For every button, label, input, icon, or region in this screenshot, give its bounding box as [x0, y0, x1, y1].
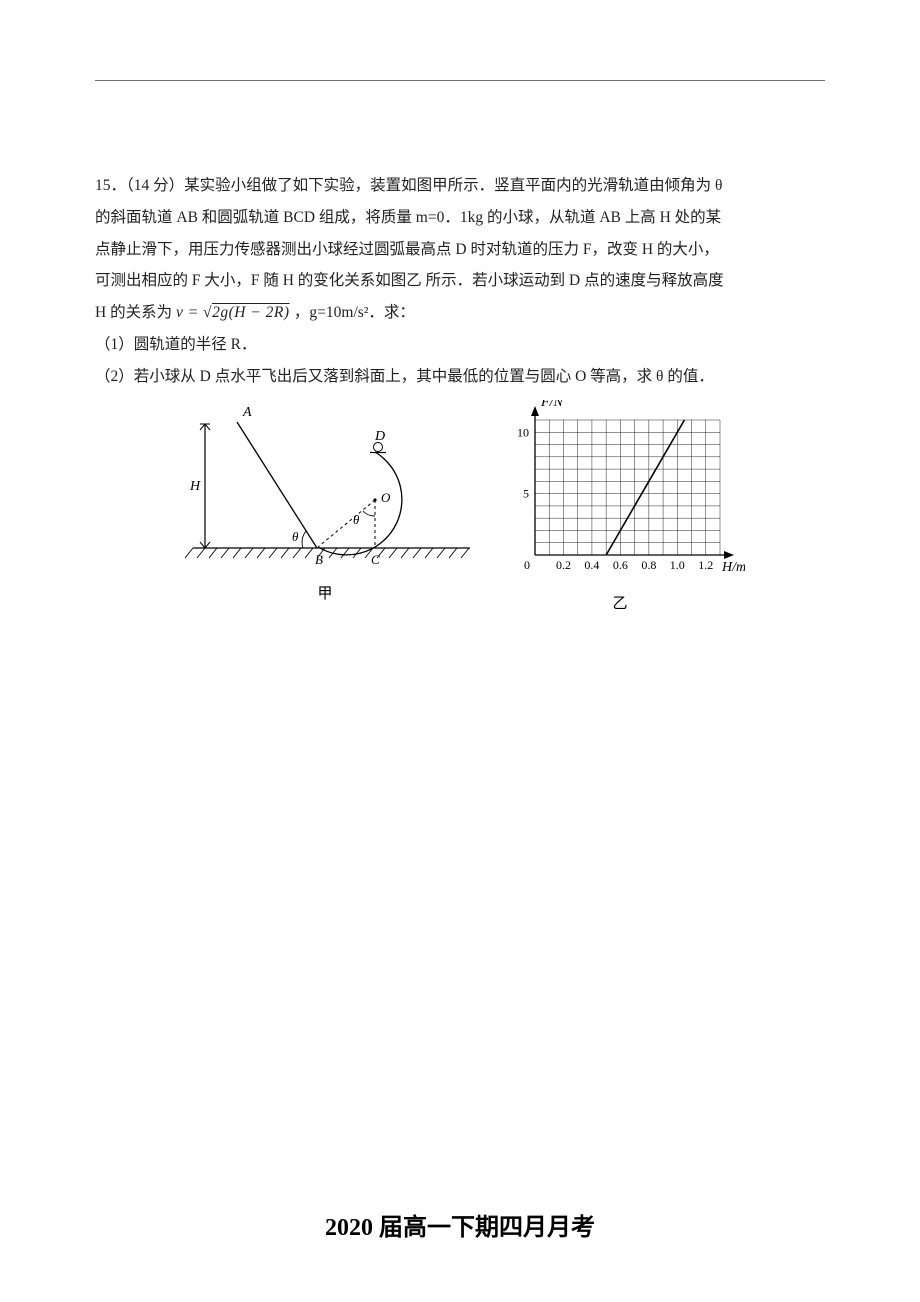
line-4: 可测出相应的 F 大小，F 随 H 的变化关系如图乙 所示．若小球运动到 D 点… [95, 265, 825, 297]
line-1: 15．（14 分）某实验小组做了如下实验，装置如图甲所示．竖直平面内的光滑轨道由… [95, 170, 825, 202]
svg-text:10: 10 [517, 426, 529, 440]
footer-title: 2020 届高一下期四月月考 [0, 1207, 920, 1242]
label-A: A [242, 405, 252, 420]
paragraph-1a: 某实验小组做了如下实验，装置如图甲所示．竖直平面内的光滑轨道由倾角为 θ [184, 177, 722, 194]
question-number: 15． [95, 177, 126, 194]
question-points: （14 分） [126, 177, 184, 194]
figure-left-caption: 甲 [175, 582, 475, 603]
page-root: 15．（14 分）某实验小组做了如下实验，装置如图甲所示．竖直平面内的光滑轨道由… [0, 0, 920, 1302]
label-H: H [189, 479, 201, 494]
figure-right-caption: 乙 [495, 592, 745, 613]
svg-text:0: 0 [524, 558, 530, 572]
sub-question-1: （1）圆轨道的半径 R． [95, 329, 825, 361]
paragraph-1e1: H 的关系为 [95, 304, 172, 321]
label-C: C [371, 552, 380, 567]
svg-text:1.2: 1.2 [698, 558, 713, 572]
svg-text:1.0: 1.0 [670, 558, 685, 572]
line-5: H 的关系为 v = √2g(H − 2R) ，g=10m/s²．求： [95, 297, 825, 329]
label-theta-1: θ [292, 529, 299, 544]
label-O: O [381, 490, 391, 505]
question-body: 15．（14 分）某实验小组做了如下实验，装置如图甲所示．竖直平面内的光滑轨道由… [95, 170, 825, 392]
header-rule [95, 80, 825, 81]
formula-radicand: 2g(H − 2R) [212, 303, 289, 321]
label-theta-2: θ [353, 512, 360, 527]
figure-left: H A θ B O C [175, 400, 475, 603]
label-D: D [374, 429, 385, 444]
svg-text:0.4: 0.4 [584, 558, 599, 572]
label-B: B [315, 552, 323, 567]
formula-block: v = √2g(H − 2R) [176, 303, 294, 321]
svg-text:0.2: 0.2 [556, 558, 571, 572]
svg-text:0.8: 0.8 [641, 558, 656, 572]
figure-left-svg: H A θ B O C [175, 400, 475, 575]
formula-lhs: v = [176, 304, 203, 321]
figure-right-svg: 0.2 0.4 0.6 0.8 1.0 1.2 5 10 0 F/N H/m [495, 400, 745, 585]
line-2: 的斜面轨道 AB 和圆弧轨道 BCD 组成，将质量 m=0．1kg 的小球，从轨… [95, 202, 825, 234]
paragraph-1e2: ，g=10m/s²．求： [294, 304, 415, 321]
figures-row: H A θ B O C [95, 400, 825, 613]
line-3: 点静止滑下，用压力传感器测出小球经过圆弧最高点 D 时对轨道的压力 F，改变 H… [95, 234, 825, 266]
figure-right: 0.2 0.4 0.6 0.8 1.0 1.2 5 10 0 F/N H/m 乙 [495, 400, 745, 613]
svg-text:H/m: H/m [721, 560, 745, 575]
svg-text:0.6: 0.6 [613, 558, 628, 572]
sqrt-symbol: √ [203, 304, 212, 321]
sub-question-2: （2）若小球从 D 点水平飞出后又落到斜面上，其中最低的位置与圆心 O 等高，求… [95, 361, 825, 393]
svg-text:5: 5 [523, 487, 529, 501]
svg-text:F/N: F/N [540, 400, 563, 410]
